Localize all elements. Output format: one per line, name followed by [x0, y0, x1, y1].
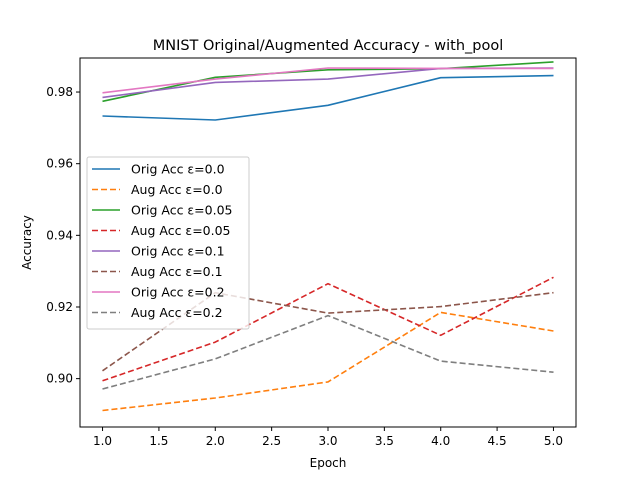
legend-label-6: Orig Acc ε=0.2 [131, 285, 225, 300]
series-line-2 [102, 61, 554, 103]
x-tick-label: 5.0 [544, 434, 563, 448]
legend-label-2: Orig Acc ε=0.05 [131, 203, 232, 218]
y-tick-label: 0.96 [46, 157, 73, 171]
x-tick-label: 4.0 [431, 434, 450, 448]
legend-label-4: Orig Acc ε=0.1 [131, 244, 225, 259]
y-tick-label: 0.90 [46, 372, 73, 386]
x-axis-label: Epoch [310, 456, 347, 470]
x-tick-label: 1.0 [93, 434, 112, 448]
x-tick-label: 2.5 [262, 434, 281, 448]
y-tick-label: 0.94 [46, 228, 73, 242]
legend-label-5: Aug Acc ε=0.1 [131, 264, 223, 279]
y-tick-label: 0.92 [46, 300, 73, 314]
legend: Orig Acc ε=0.0 Aug Acc ε=0.0 Orig Acc ε=0.… [86, 156, 250, 330]
x-tick-label: 1.5 [149, 434, 168, 448]
x-tick-label: 3.5 [375, 434, 394, 448]
x-axis: 1.0 1.5 2.0 2.5 3.0 3.5 4.0 4.5 5.0 [93, 427, 563, 448]
x-tick-label: 4.5 [488, 434, 507, 448]
y-axis-label: Accuracy [20, 215, 34, 270]
legend-label-7: Aug Acc ε=0.2 [131, 305, 223, 320]
series-line-1 [102, 311, 554, 412]
chart-title: MNIST Original/Augmented Accuracy - with… [153, 38, 504, 54]
series-line-7 [102, 314, 554, 390]
series-line-0 [102, 74, 554, 121]
legend-label-3: Aug Acc ε=0.05 [131, 223, 231, 238]
series-layer [102, 61, 554, 412]
x-tick-label: 3.0 [318, 434, 337, 448]
y-tick-label: 0.98 [46, 85, 73, 99]
legend-label-1: Aug Acc ε=0.0 [131, 182, 223, 197]
series-line-3 [102, 276, 554, 382]
series-line-6 [102, 67, 554, 94]
x-tick-label: 2.0 [206, 434, 225, 448]
y-axis: 0.90 0.92 0.94 0.96 0.98 [46, 85, 80, 386]
legend-label-0: Orig Acc ε=0.0 [131, 162, 225, 177]
legend-box [86, 156, 250, 330]
